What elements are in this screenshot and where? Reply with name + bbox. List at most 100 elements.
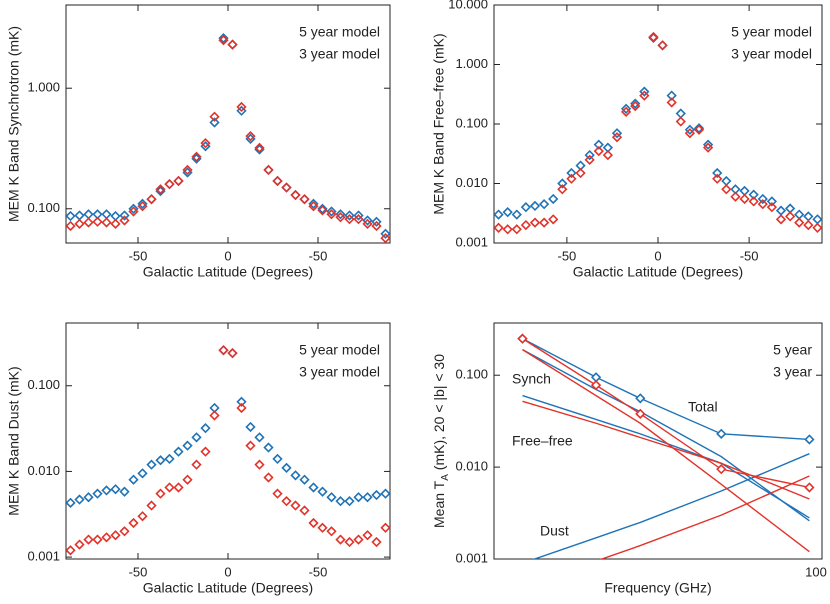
marker <box>299 505 310 516</box>
marker <box>272 175 283 187</box>
marker <box>766 202 778 213</box>
legend-label: 3 year model <box>731 46 812 62</box>
marker <box>218 345 229 356</box>
marker <box>263 164 274 176</box>
marker <box>128 203 139 214</box>
marker <box>290 470 301 481</box>
marker <box>317 203 328 214</box>
y-axis-label-part: A <box>440 474 451 481</box>
marker <box>648 31 659 43</box>
marker <box>173 446 184 457</box>
plot-frame <box>493 322 823 560</box>
marker <box>721 175 732 187</box>
legend-label: 5 year <box>773 342 812 358</box>
marker <box>716 428 727 439</box>
marker <box>557 184 568 195</box>
marker <box>110 484 121 495</box>
marker <box>227 39 238 50</box>
legend-label: 5 year model <box>731 24 812 40</box>
y-tick-label: 0.001 <box>27 549 60 564</box>
marker <box>74 539 85 550</box>
plot-frame <box>65 322 391 560</box>
marker <box>371 489 382 501</box>
marker <box>74 210 85 221</box>
marker <box>803 211 814 222</box>
marker <box>119 486 130 497</box>
marker <box>548 214 559 225</box>
marker <box>290 500 301 511</box>
y-axis-label: MEM K Band Free–free (mK) <box>431 33 447 214</box>
marker <box>272 488 283 499</box>
marker <box>611 128 623 139</box>
marker <box>254 459 265 470</box>
line-dust <box>532 453 810 559</box>
marker <box>380 522 390 533</box>
marker <box>494 222 504 233</box>
marker <box>173 175 184 187</box>
marker <box>83 534 94 545</box>
marker <box>119 215 130 226</box>
plot-area <box>494 31 822 235</box>
marker <box>281 182 292 193</box>
marker <box>128 206 139 217</box>
marker <box>218 35 229 46</box>
marker <box>557 178 568 189</box>
marker <box>236 402 247 414</box>
marker <box>299 474 310 485</box>
x-tick-label: -50 <box>129 248 148 263</box>
marker <box>308 482 319 493</box>
y-axis-label: MEM K Band Dust (mK) <box>6 366 22 515</box>
marker <box>209 117 220 128</box>
marker <box>155 184 166 195</box>
y-tick-label: 0.100 <box>455 115 488 130</box>
marker <box>155 488 166 499</box>
marker <box>83 492 94 503</box>
marker <box>209 111 220 122</box>
legend-label: 5 year model <box>299 24 380 40</box>
x-tick-label: -50 <box>309 564 328 579</box>
marker <box>538 217 550 228</box>
marker <box>299 194 310 205</box>
marker <box>290 189 301 201</box>
marker <box>191 459 202 470</box>
plot-area <box>66 33 390 243</box>
y-tick-label: 0.001 <box>455 550 488 565</box>
marker <box>182 164 193 176</box>
marker <box>173 482 184 493</box>
legend-label: 3 year model <box>299 364 380 380</box>
marker <box>164 482 175 493</box>
marker <box>362 218 373 229</box>
marker <box>517 333 528 344</box>
y-tick-label: 0.010 <box>455 175 488 190</box>
marker <box>362 492 373 503</box>
marker <box>92 534 103 545</box>
y-axis-label-part: (mK), 20 < |b| < 30 <box>431 354 447 474</box>
marker <box>236 105 247 116</box>
marker <box>548 193 559 205</box>
marker <box>494 209 504 220</box>
marker <box>101 209 112 220</box>
marker <box>92 216 103 227</box>
marker <box>712 167 723 179</box>
legend-label: 3 year <box>773 364 812 380</box>
annotation: Synch <box>512 371 551 387</box>
x-tick-label: 100 <box>805 564 827 579</box>
marker <box>182 440 193 451</box>
marker <box>380 488 390 499</box>
marker <box>804 482 815 493</box>
marker <box>739 193 750 205</box>
marker <box>66 497 76 508</box>
marker <box>380 228 390 239</box>
marker <box>137 511 148 522</box>
marker <box>657 40 668 51</box>
x-tick-label: 0 <box>224 564 231 579</box>
marker <box>784 211 796 222</box>
marker <box>344 495 355 507</box>
marker <box>236 396 247 407</box>
marker <box>566 167 577 179</box>
y-axis-label: Mean TA (mK), 20 < |b| < 30 <box>431 354 451 528</box>
marker <box>164 179 175 190</box>
x-tick-label: -50 <box>740 248 759 263</box>
marker <box>712 173 723 184</box>
